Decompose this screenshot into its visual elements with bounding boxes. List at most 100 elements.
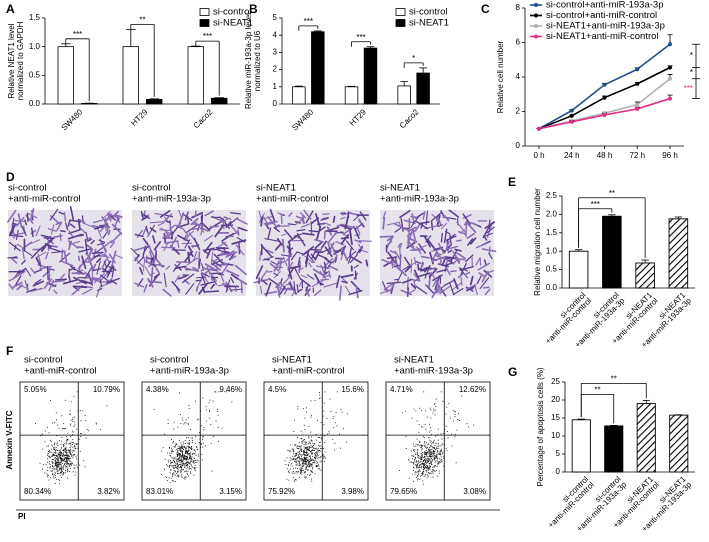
event-dot (59, 455, 60, 456)
event-dot (305, 463, 306, 464)
event-dot (60, 469, 61, 470)
quadrant-percent: 80.34% (24, 487, 51, 496)
event-dot (303, 453, 304, 454)
event-dot (430, 452, 431, 453)
event-dot (57, 467, 58, 468)
event-dot (54, 422, 55, 423)
event-dot (295, 471, 296, 472)
event-dot (315, 448, 316, 449)
event-dot (310, 445, 311, 446)
event-dot (286, 479, 287, 480)
event-dot (420, 445, 421, 446)
event-dot (50, 467, 51, 468)
event-dot (187, 465, 188, 466)
legend-swatch (200, 9, 209, 16)
event-dot (203, 436, 204, 437)
event-dot (301, 438, 302, 439)
event-dot (55, 473, 56, 474)
event-dot (442, 452, 443, 453)
event-dot (174, 458, 175, 459)
event-dot (421, 467, 422, 468)
cell (162, 247, 175, 248)
event-dot (180, 459, 181, 460)
event-dot (454, 414, 455, 415)
event-dot (192, 462, 193, 463)
event-dot (317, 463, 318, 464)
event-dot (443, 401, 444, 402)
event-dot (427, 456, 428, 457)
event-dot (167, 480, 168, 481)
event-dot (202, 439, 203, 440)
event-dot (57, 450, 58, 451)
event-dot (293, 471, 294, 472)
event-dot (52, 466, 53, 467)
event-dot (69, 452, 70, 453)
event-dot (175, 471, 176, 472)
event-dot (325, 452, 326, 453)
event-dot (325, 457, 326, 458)
bar (146, 99, 162, 104)
event-dot (51, 452, 52, 453)
event-dot (209, 418, 210, 419)
event-dot (432, 460, 433, 461)
event-dot (307, 470, 308, 471)
event-dot (177, 427, 178, 428)
event-dot (438, 448, 439, 449)
event-dot (69, 460, 70, 461)
event-dot (182, 455, 183, 456)
event-dot (304, 461, 305, 462)
event-dot (295, 479, 296, 480)
event-dot (189, 463, 190, 464)
event-dot (60, 460, 61, 461)
event-dot (180, 466, 181, 467)
event-dot (317, 466, 318, 467)
event-dot (419, 465, 420, 466)
event-dot (299, 454, 300, 455)
event-dot (174, 468, 175, 469)
event-dot (173, 451, 174, 452)
event-dot (67, 460, 68, 461)
event-dot (173, 473, 174, 474)
event-dot (186, 463, 187, 464)
event-dot (310, 447, 311, 448)
event-dot (181, 471, 182, 472)
event-dot (45, 431, 46, 432)
event-dot (63, 473, 64, 474)
event-dot (417, 457, 418, 458)
event-dot (57, 442, 58, 443)
event-dot (437, 461, 438, 462)
cell (383, 218, 384, 229)
event-dot (337, 425, 338, 426)
cell (489, 220, 490, 229)
event-dot (52, 455, 53, 456)
event-dot (60, 449, 61, 450)
event-dot (429, 424, 430, 425)
event-dot (172, 466, 173, 467)
point (635, 67, 639, 71)
event-dot (185, 467, 186, 468)
event-dot (319, 457, 320, 458)
event-dot (301, 471, 302, 472)
event-dot (44, 472, 45, 473)
event-dot (306, 464, 307, 465)
event-dot (303, 440, 304, 441)
event-dot (418, 460, 419, 461)
event-dot (67, 478, 68, 479)
image-label: si-NEAT1 (256, 183, 296, 194)
event-dot (431, 463, 432, 464)
plot-label: +anti-miR-control (24, 366, 97, 377)
event-dot (168, 419, 169, 420)
event-dot (53, 462, 54, 463)
event-dot (178, 475, 179, 476)
event-dot (290, 451, 291, 452)
event-dot (69, 414, 70, 415)
event-dot (61, 441, 62, 442)
event-dot (304, 472, 305, 473)
event-dot (411, 461, 412, 462)
event-dot (59, 428, 60, 429)
event-dot (68, 463, 69, 464)
event-dot (285, 464, 286, 465)
event-dot (74, 443, 75, 444)
event-dot (176, 461, 177, 462)
event-dot (431, 456, 432, 457)
